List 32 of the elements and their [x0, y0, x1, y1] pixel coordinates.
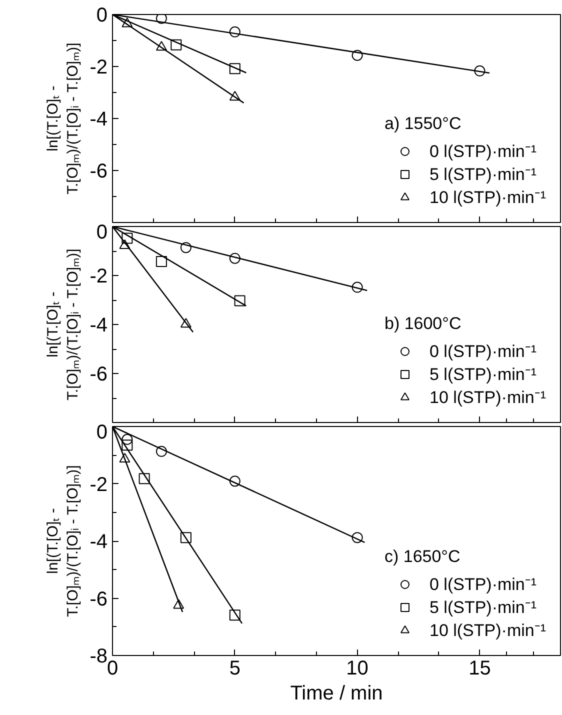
- y-tick-label: -2: [90, 474, 108, 496]
- legend-label: 5 l(STP)·min⁻¹: [429, 597, 537, 618]
- y-tick-label: -2: [90, 56, 108, 78]
- y-tick-label: -8: [90, 646, 108, 668]
- y-tick-label: -4: [90, 314, 108, 336]
- legend-label: 0 l(STP)·min⁻¹: [429, 141, 537, 162]
- y-tick-label: -6: [90, 364, 108, 386]
- legend-label: 10 l(STP)·min⁻¹: [429, 187, 546, 208]
- legend-title: a) 1550°C: [384, 114, 462, 134]
- legend-title: c) 1650°C: [384, 547, 462, 567]
- legend-label: 10 l(STP)·min⁻¹: [429, 387, 546, 408]
- x-tick-label: 10: [346, 658, 368, 680]
- y-axis-title: ln[(T.[O]ₜ - T.[O]ₘ)/(T.[O]ᵢ - T.[O]ₘ)]: [44, 248, 82, 401]
- x-tick-label: 15: [468, 658, 491, 680]
- y-tick-label: -2: [90, 266, 108, 288]
- y-tick-label: 0: [96, 4, 108, 26]
- y-tick-label: -6: [90, 588, 108, 610]
- y-tick-label: 0: [96, 222, 108, 244]
- legend-title: b) 1600°C: [384, 314, 462, 334]
- legend-label: 5 l(STP)·min⁻¹: [429, 364, 537, 385]
- legend-label: 5 l(STP)·min⁻¹: [429, 164, 537, 185]
- x-axis-title: Time / min: [290, 682, 383, 704]
- legend-label: 0 l(STP)·min⁻¹: [429, 574, 537, 595]
- y-tick-label: -4: [90, 531, 108, 553]
- legend-label: 10 l(STP)·min⁻¹: [429, 620, 546, 641]
- y-tick-label: -4: [90, 108, 108, 130]
- x-tick-label: 5: [229, 658, 240, 680]
- legend-label: 0 l(STP)·min⁻¹: [429, 341, 537, 362]
- y-axis-title: ln[(T.[O]ₜ - T.[O]ₘ)/(T.[O]ᵢ - T.[O]ₘ)]: [44, 465, 82, 618]
- y-tick-label: 0: [96, 422, 108, 444]
- y-axis-title: ln[(T.[O]ₜ - T.[O]ₘ)/(T.[O]ᵢ - T.[O]ₘ)]: [44, 42, 82, 195]
- y-tick-label: -6: [90, 160, 108, 182]
